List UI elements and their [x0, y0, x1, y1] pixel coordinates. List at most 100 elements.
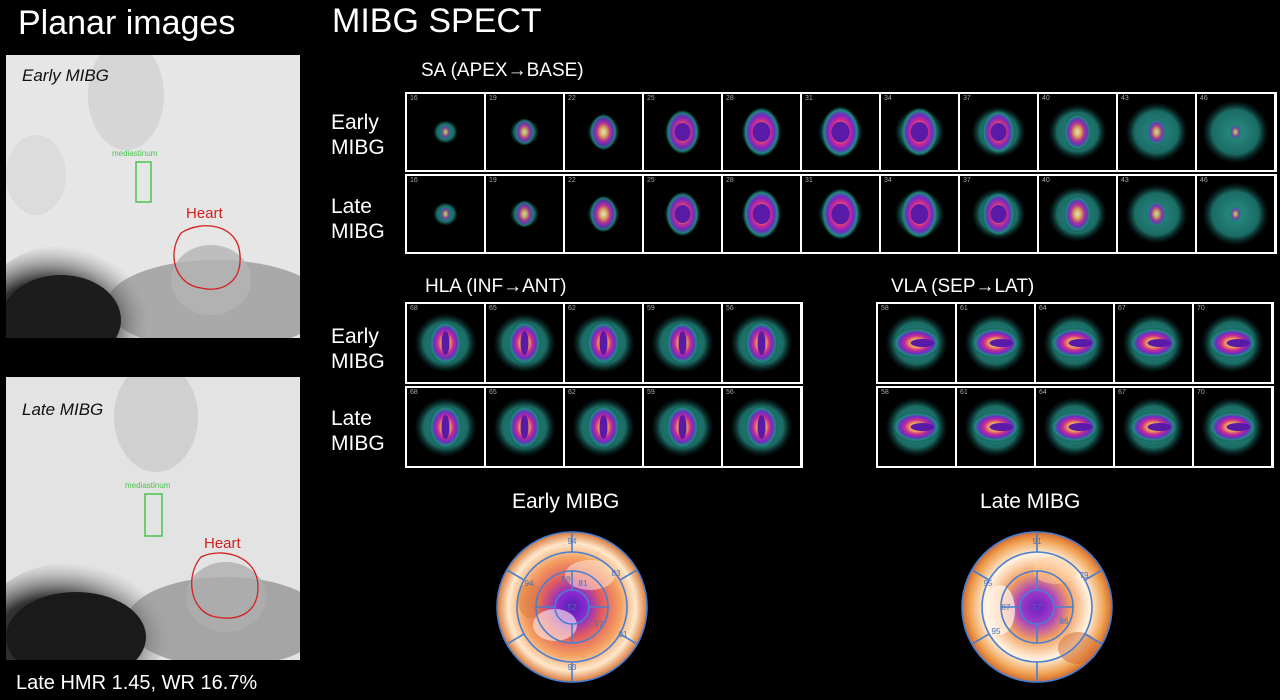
sa-early-slice-number: 34 — [884, 95, 892, 102]
hla-late-slice-frame: 62 — [565, 388, 642, 466]
vla-early-slice-frame: 61 — [957, 304, 1034, 382]
sa-late-slice-image — [432, 202, 459, 226]
hla-late-label: Late MIBG — [331, 407, 385, 455]
sa-late-slice-frame: 34 — [881, 176, 958, 252]
vla-late-slice-image — [964, 397, 1027, 457]
heart-label-late: Heart — [204, 535, 241, 552]
vla-early-slice-number: 64 — [1039, 305, 1047, 312]
hla-late-slice-number: 56 — [726, 389, 734, 396]
vla-early-slice-number: 58 — [881, 305, 889, 312]
sa-early-slice-image — [740, 106, 783, 158]
sa-early-slice-frame: 16 — [407, 94, 484, 170]
hla-late-slice-frame: 59 — [644, 388, 721, 466]
early-bullseye-title: Early MIBG — [512, 490, 620, 513]
sa-early-slice-image — [971, 106, 1026, 158]
sa-early-slice-number: 31 — [805, 95, 813, 102]
vla-late-slice-number: 70 — [1197, 389, 1205, 396]
sa-late-slice-frame: 22 — [565, 176, 642, 252]
hla-late-slice-number: 59 — [647, 389, 655, 396]
vla-early-slice-frame: 64 — [1036, 304, 1113, 382]
hla-early-slice-image — [572, 313, 635, 373]
sa-late-slice-number: 46 — [1200, 177, 1208, 184]
hla-late-slice-frame: 68 — [407, 388, 484, 466]
sa-late-slice-image — [971, 188, 1026, 240]
hmr-wr-footer: Late HMR 1.45, WR 16.7% — [16, 672, 258, 694]
early-polar-value: 81 — [579, 579, 588, 588]
late-planar-caption: Late MIBG — [22, 400, 104, 419]
early-polar-value: 91 — [619, 630, 628, 639]
sa-late-slice-frame: 46 — [1197, 176, 1274, 252]
sa-early-label: Early MIBG — [331, 111, 385, 159]
sa-early-slice-frame: 31 — [802, 94, 879, 170]
hla-late-slice-image — [730, 397, 793, 457]
late-polar-value: 95 — [984, 579, 993, 588]
late-planar-image: Late MIBG mediastinum Heart — [6, 377, 300, 660]
early-polar-value: 83 — [612, 569, 621, 578]
sa-late-slice-number: 40 — [1042, 177, 1050, 184]
vla-early-slice-frame: 58 — [878, 304, 955, 382]
hla-early-slice-number: 56 — [726, 305, 734, 312]
vla-late-slice-image — [885, 397, 948, 457]
vla-late-slice-frame: 64 — [1036, 388, 1113, 466]
sa-early-slice-image — [1125, 102, 1188, 162]
sa-early-slice-number: 46 — [1200, 95, 1208, 102]
vla-early-slice-frame: 67 — [1115, 304, 1192, 382]
sa-late-slice-frame: 40 — [1039, 176, 1116, 252]
vla-late-slice-image — [1201, 397, 1264, 457]
sa-late-slice-frame: 43 — [1118, 176, 1195, 252]
sa-late-label: Late MIBG — [331, 195, 385, 243]
sa-late-slice-frame: 37 — [960, 176, 1037, 252]
hla-late-slice-number: 68 — [410, 389, 418, 396]
sa-early-slice-image — [1201, 100, 1270, 164]
sa-late-slice-number: 28 — [726, 177, 734, 184]
sa-early-slice-image — [894, 106, 945, 158]
late-polar-value: 87 — [1002, 603, 1011, 612]
late-planar-scan — [6, 377, 300, 660]
hla-early-slice-frame: 65 — [486, 304, 563, 382]
sa-early-slice-image — [432, 120, 459, 144]
hla-early-slice-number: 68 — [410, 305, 418, 312]
mediastinum-label-late: mediastinum — [125, 481, 171, 490]
sa-early-slice-number: 19 — [489, 95, 497, 102]
sa-late-slice-image — [509, 200, 540, 228]
sa-early-strip: 16 19 22 25 28 31 34 37 40 43 46 — [405, 92, 1277, 172]
vla-late-slice-number: 61 — [960, 389, 968, 396]
vla-late-slice-number: 64 — [1039, 389, 1047, 396]
sa-late-slice-frame: 25 — [644, 176, 721, 252]
vla-late-slice-frame: 61 — [957, 388, 1034, 466]
hla-early-slice-number: 62 — [568, 305, 576, 312]
spect-title: MIBG SPECT — [332, 2, 542, 40]
sa-title: SA (APEX→BASE) — [421, 60, 584, 81]
sa-late-slice-number: 43 — [1121, 177, 1129, 184]
sa-late-slice-number: 31 — [805, 177, 813, 184]
sa-early-slice-number: 43 — [1121, 95, 1129, 102]
early-polar-value: 94 — [525, 579, 534, 588]
vla-early-slice-image — [1043, 313, 1106, 373]
sa-early-slice-number: 28 — [726, 95, 734, 102]
late-polar-value: 91 — [1033, 537, 1042, 546]
late-polar-value: 95 — [992, 627, 1001, 636]
vla-early-slice-image — [964, 313, 1027, 373]
hla-early-slice-image — [730, 313, 793, 373]
hla-late-slice-frame: 56 — [723, 388, 800, 466]
early-planar-caption: Early MIBG — [22, 66, 109, 85]
hla-late-slice-image — [572, 397, 635, 457]
late-bullseye-title: Late MIBG — [980, 490, 1081, 513]
sa-early-slice-number: 16 — [410, 95, 418, 102]
sa-early-slice-frame: 46 — [1197, 94, 1274, 170]
vla-early-strip: 58 61 64 67 70 — [876, 302, 1274, 384]
hla-late-strip: 68 65 62 59 56 — [405, 386, 803, 468]
vla-early-slice-number: 70 — [1197, 305, 1205, 312]
hla-early-slice-frame: 59 — [644, 304, 721, 382]
early-polar-value: 94 — [568, 537, 577, 546]
sa-early-slice-image — [663, 109, 702, 155]
sa-late-slice-image — [586, 195, 621, 233]
hla-title: HLA (INF→ANT) — [425, 276, 567, 297]
vla-early-slice-frame: 70 — [1194, 304, 1271, 382]
vla-late-strip: 58 61 64 67 70 — [876, 386, 1274, 468]
hla-late-slice-image — [493, 397, 556, 457]
vla-late-slice-image — [1043, 397, 1106, 457]
early-planar-scan — [6, 55, 300, 338]
sa-late-slice-image — [1125, 184, 1188, 244]
sa-early-slice-frame: 37 — [960, 94, 1037, 170]
